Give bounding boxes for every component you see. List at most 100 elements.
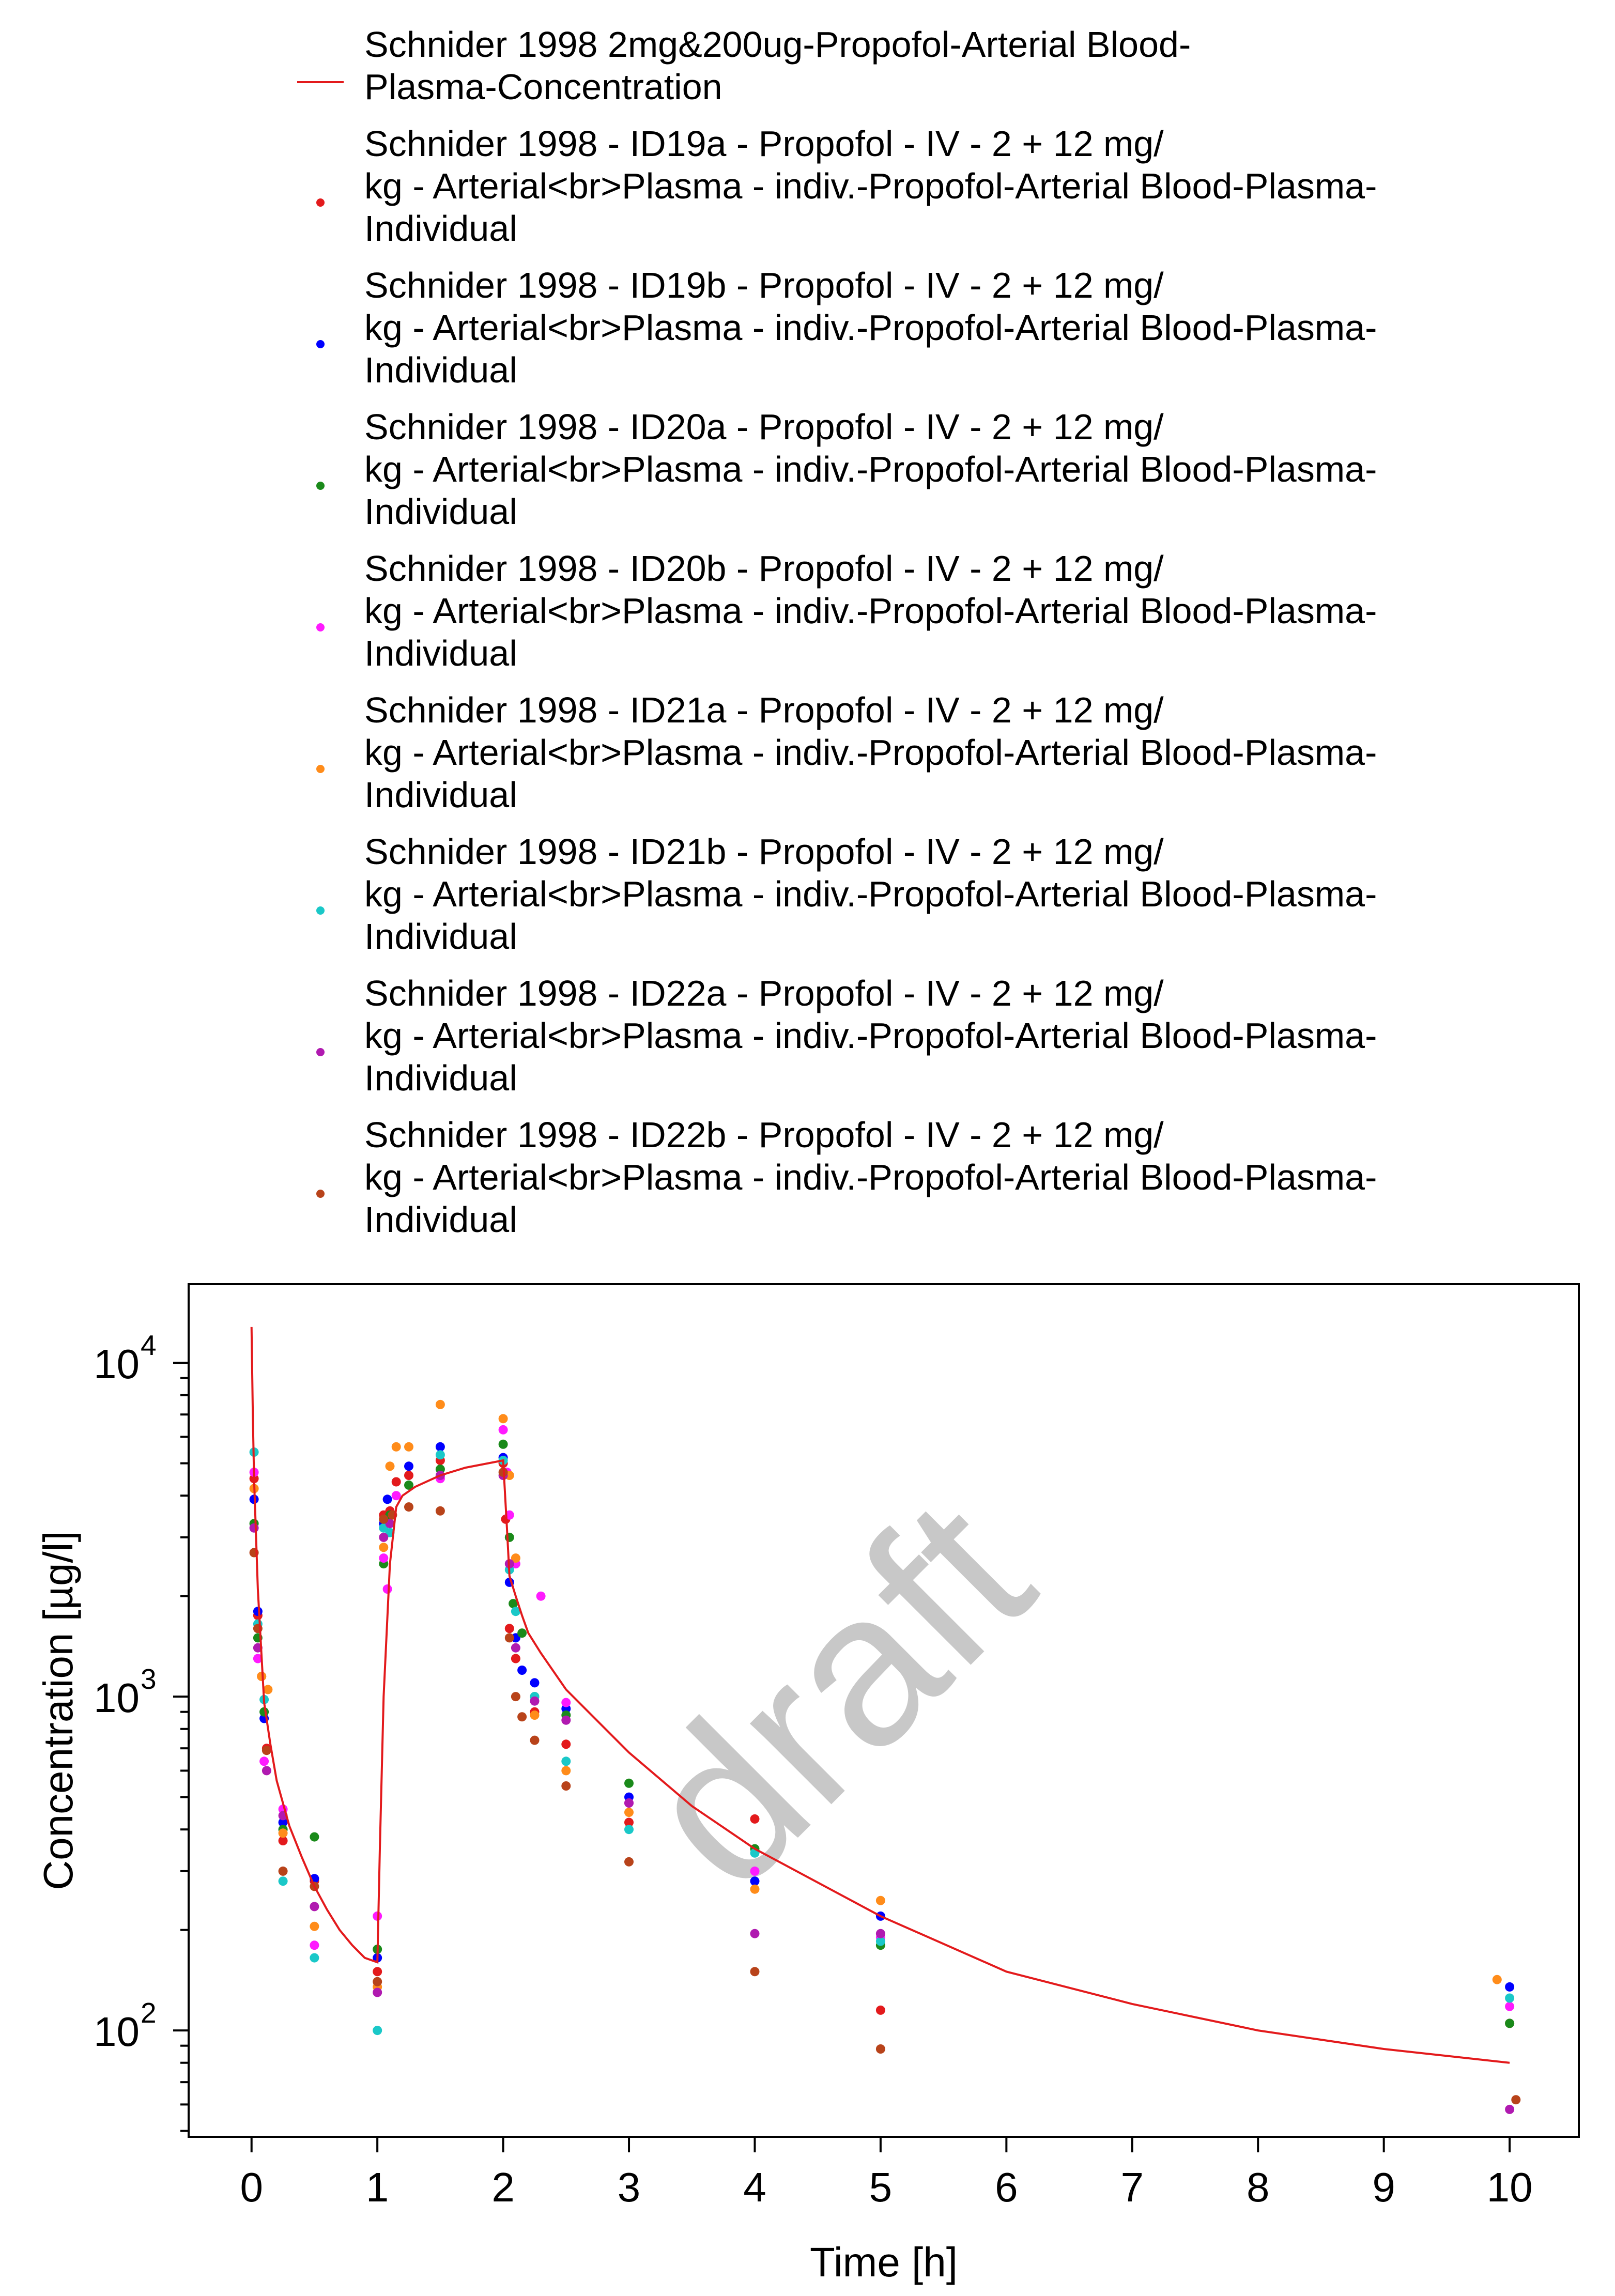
data-point xyxy=(1505,2104,1515,2114)
data-point xyxy=(536,1591,546,1601)
data-point xyxy=(310,1940,319,1950)
y-tick-exponent: 3 xyxy=(141,1663,157,1695)
series-markers xyxy=(249,1399,1502,1992)
data-point xyxy=(875,1896,885,1905)
legend-label-line: kg - Arterial<br>Plasma - indiv.-Propofo… xyxy=(364,307,1377,348)
data-point xyxy=(498,1439,508,1449)
legend-label-line: kg - Arterial<br>Plasma - indiv.-Propofo… xyxy=(364,1157,1377,1197)
data-point xyxy=(624,1825,634,1835)
data-point xyxy=(561,1715,571,1725)
legend-entry: Schnider 1998 - ID19b - Propofol - IV - … xyxy=(316,265,1377,390)
x-tick-label: 7 xyxy=(1121,2164,1144,2210)
data-point xyxy=(385,1461,395,1471)
data-point xyxy=(404,1442,413,1452)
data-point xyxy=(379,1532,389,1542)
data-point xyxy=(624,1778,634,1788)
data-point xyxy=(517,1712,527,1722)
data-point xyxy=(624,1798,634,1808)
data-point xyxy=(530,1711,540,1720)
data-point xyxy=(1505,2001,1515,2011)
legend-label-line: kg - Arterial<br>Plasma - indiv.-Propofo… xyxy=(364,166,1377,206)
y-axis-label: Concentration [µg/l] xyxy=(35,1531,81,1890)
data-point xyxy=(517,1628,527,1638)
data-point xyxy=(310,1902,319,1912)
data-point xyxy=(435,1399,445,1409)
data-point xyxy=(1505,1993,1515,2003)
data-point xyxy=(404,1471,413,1480)
data-point xyxy=(750,1876,760,1886)
data-point xyxy=(404,1502,413,1512)
plot-area-frame xyxy=(188,1283,1580,2138)
data-point xyxy=(257,1671,267,1681)
legend-label-line: Schnider 1998 2mg&200ug-Propofol-Arteria… xyxy=(364,24,1191,65)
data-point xyxy=(750,1814,760,1824)
x-axis-label: Time [h] xyxy=(810,2239,958,2285)
data-point xyxy=(750,1929,760,1938)
legend-entry: Schnider 1998 - ID20b - Propofol - IV - … xyxy=(316,548,1377,673)
data-point xyxy=(875,1936,885,1946)
legend-label-line: Schnider 1998 - ID20b - Propofol - IV - … xyxy=(364,548,1164,589)
data-point xyxy=(517,1666,527,1675)
x-tick-label: 3 xyxy=(618,2164,641,2210)
data-point xyxy=(624,1808,634,1817)
legend-label-line: Individual xyxy=(364,491,517,532)
x-tick-label: 9 xyxy=(1372,2164,1395,2210)
data-point xyxy=(310,1832,319,1842)
data-point xyxy=(498,1425,508,1435)
legend-label-line: Plasma-Concentration xyxy=(364,67,722,107)
x-tick-label: 1 xyxy=(366,2164,389,2210)
legend-label-line: kg - Arterial<br>Plasma - indiv.-Propofo… xyxy=(364,449,1377,489)
data-point xyxy=(262,1766,271,1776)
data-point xyxy=(404,1480,413,1490)
data-point xyxy=(278,1866,288,1876)
legend-entry: Schnider 1998 - ID22a - Propofol - IV - … xyxy=(316,973,1377,1098)
data-point xyxy=(379,1553,389,1563)
legend-label-line: kg - Arterial<br>Plasma - indiv.-Propofo… xyxy=(364,591,1377,631)
data-point xyxy=(278,1817,288,1827)
x-tick-label: 8 xyxy=(1247,2164,1270,2210)
legend-entry: Schnider 1998 - ID22b - Propofol - IV - … xyxy=(316,1115,1377,1240)
data-point xyxy=(624,1817,634,1827)
x-tick-label: 0 xyxy=(240,2164,263,2210)
x-axis: 0 1 2 3 4 5 6 7 8 9 10 xyxy=(240,2137,1533,2210)
data-point xyxy=(509,1599,518,1609)
data-point xyxy=(750,1967,760,1977)
legend: Schnider 1998 2mg&200ug-Propofol-Arteria… xyxy=(297,24,1377,1240)
legend-entry: Schnider 1998 - ID21b - Propofol - IV - … xyxy=(316,831,1377,957)
legend-entry: Schnider 1998 - ID21a - Propofol - IV - … xyxy=(316,690,1377,815)
data-point xyxy=(504,1633,514,1643)
simulation-line xyxy=(250,1327,1510,2064)
legend-label-line: Individual xyxy=(364,633,517,673)
legend-label-line: Individual xyxy=(364,775,517,815)
legend-marker-swatch xyxy=(316,1190,325,1198)
legend-marker-swatch xyxy=(316,765,325,773)
data-point xyxy=(875,1929,885,1938)
data-point xyxy=(504,1624,514,1634)
data-point xyxy=(382,1494,392,1504)
legend-entry: Schnider 1998 - ID19a - Propofol - IV - … xyxy=(316,124,1377,249)
x-tick-label: 6 xyxy=(995,2164,1018,2210)
legend-marker-swatch xyxy=(316,623,325,631)
legend-label-line: Schnider 1998 - ID21a - Propofol - IV - … xyxy=(364,690,1164,730)
legend-label-line: Individual xyxy=(364,916,517,957)
data-point xyxy=(435,1450,445,1460)
data-point xyxy=(379,1514,389,1524)
legend-label-line: Schnider 1998 - ID22a - Propofol - IV - … xyxy=(364,973,1164,1013)
legend-label-line: kg - Arterial<br>Plasma - indiv.-Propofo… xyxy=(364,874,1377,914)
data-point xyxy=(310,1921,319,1931)
y-tick-exponent: 4 xyxy=(141,1329,157,1361)
data-point xyxy=(511,1654,520,1663)
data-point xyxy=(373,1967,382,1977)
legend-label-line: Individual xyxy=(364,1058,517,1098)
x-tick-label: 10 xyxy=(1487,2164,1533,2210)
legend-label-line: kg - Arterial<br>Plasma - indiv.-Propofo… xyxy=(364,732,1377,773)
data-point xyxy=(278,1876,288,1886)
data-point xyxy=(391,1442,401,1452)
data-point xyxy=(249,1523,259,1533)
data-point xyxy=(310,1953,319,1963)
legend-label-line: Individual xyxy=(364,208,517,249)
legend-marker-swatch xyxy=(316,1048,325,1056)
data-point xyxy=(373,1977,382,1986)
legend-label-line: Schnider 1998 - ID22b - Propofol - IV - … xyxy=(364,1115,1164,1155)
